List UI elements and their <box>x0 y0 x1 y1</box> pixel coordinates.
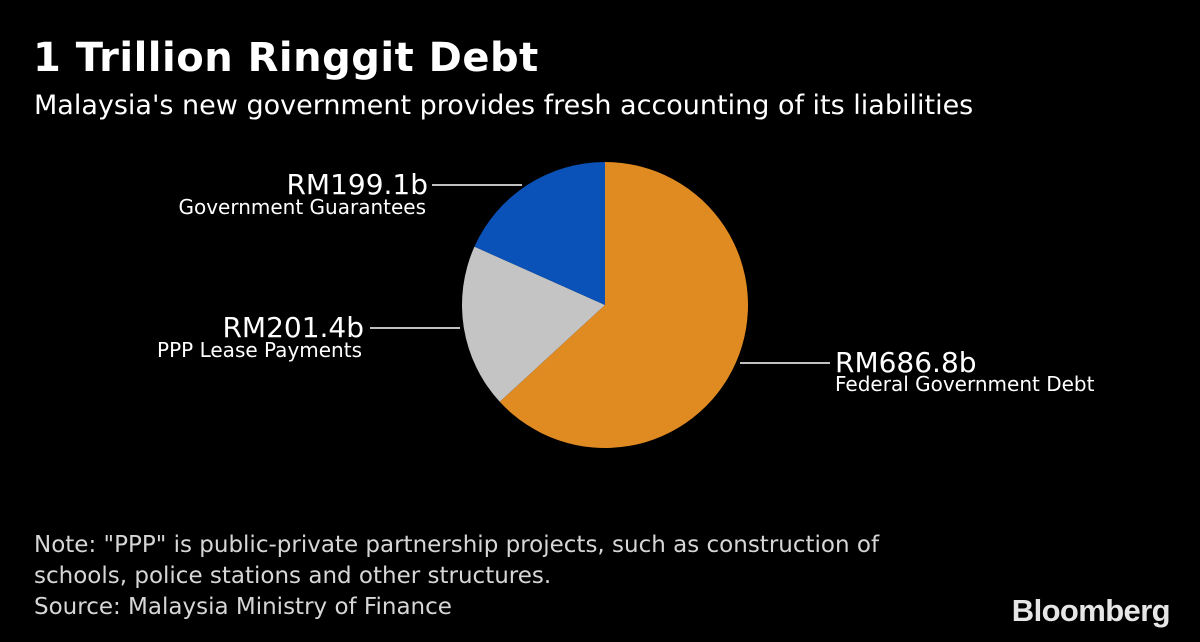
source-line: Source: Malaysia Ministry of Finance <box>34 594 452 620</box>
name-label-ppp: PPP Lease Payments <box>157 338 362 362</box>
value-label-ppp: RM201.4b <box>222 311 364 344</box>
pie-slice-federal-debt <box>499 162 748 448</box>
chart-subtitle: Malaysia's new government provides fresh… <box>34 90 974 121</box>
pie-slices <box>461 162 748 448</box>
pie-slice-ppp <box>461 246 605 402</box>
chart-title: 1 Trillion Ringgit Debt <box>33 35 539 81</box>
value-label-federal-debt: RM686.8b <box>835 346 977 379</box>
note-line-1: Note: "PPP" is public-private partnershi… <box>34 532 880 558</box>
name-label-guarantees: Government Guarantees <box>178 195 426 219</box>
footnote: Note: "PPP" is public-private partnershi… <box>34 530 879 623</box>
name-label-federal-debt: Federal Government Debt <box>835 372 1095 396</box>
bloomberg-logo: Bloomberg <box>1011 593 1171 628</box>
pie-slice-guarantees <box>474 162 605 305</box>
value-label-guarantees: RM199.1b <box>286 168 428 201</box>
note-line-2: schools, police stations and other struc… <box>34 563 552 589</box>
